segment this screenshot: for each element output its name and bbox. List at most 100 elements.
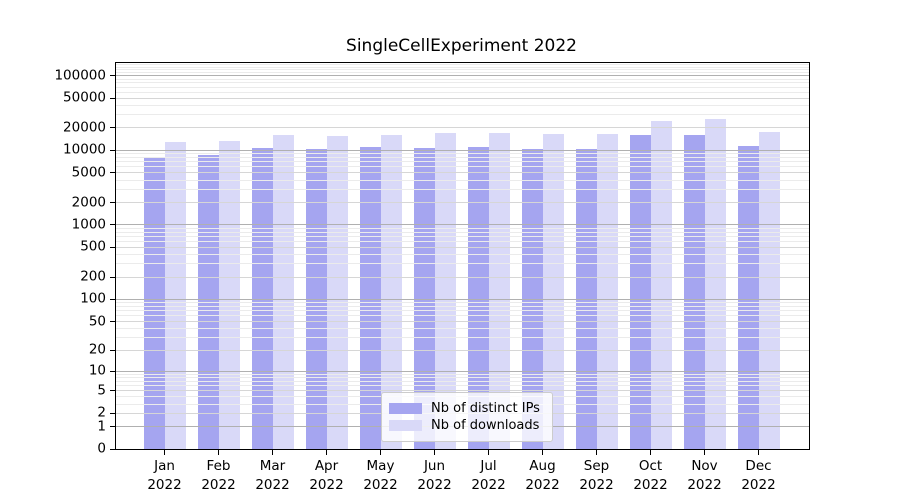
legend-label-downloads: Nb of downloads <box>431 418 540 433</box>
y-gridline-minor <box>116 385 809 387</box>
y-gridline <box>116 349 809 351</box>
bar-distinct-ips <box>629 135 651 449</box>
x-axis-tick-label: May 2022 <box>363 458 398 493</box>
y-gridline-minor <box>116 161 809 163</box>
y-gridline-minor <box>116 381 809 383</box>
y-gridline-minor <box>116 231 809 233</box>
x-tick-mark <box>758 450 759 455</box>
y-gridline-minor <box>116 263 809 265</box>
y-gridline <box>116 97 809 99</box>
y-tick-mark <box>110 246 115 248</box>
y-tick-mark <box>110 298 115 300</box>
x-tick-mark <box>596 450 597 455</box>
y-gridline-minor <box>116 179 809 181</box>
y-tick-mark <box>110 390 115 392</box>
y-tick-mark <box>110 224 115 226</box>
legend-item-distinct-ips: Nb of distinct IPs <box>389 401 540 416</box>
y-tick-mark <box>110 426 115 428</box>
legend-swatch-distinct-ips <box>389 403 422 414</box>
grid-layer <box>116 63 809 449</box>
bar-distinct-ips <box>737 146 759 449</box>
x-tick-mark <box>218 450 219 455</box>
y-axis-tick-label: 200 <box>80 268 106 285</box>
y-axis-tick-label: 50 <box>88 312 106 329</box>
bar-downloads <box>326 135 348 449</box>
y-gridline-minor <box>116 69 809 71</box>
bar-downloads <box>218 140 240 449</box>
y-gridline-minor <box>116 82 809 84</box>
y-axis-tick-label: 20000 <box>63 119 106 136</box>
y-gridline-minor <box>116 153 809 155</box>
y-gridline-minor <box>116 315 809 317</box>
y-axis-tick-label: 50000 <box>63 89 106 106</box>
y-gridline-minor <box>116 377 809 379</box>
bar-downloads <box>272 134 294 449</box>
x-tick-mark <box>380 450 381 455</box>
y-axis-tick-label: 100000 <box>54 66 106 83</box>
y-axis-tick-label: 0 <box>97 440 106 457</box>
x-tick-mark <box>704 450 705 455</box>
y-gridline-minor <box>116 227 809 229</box>
y-gridline <box>116 370 809 372</box>
y-gridline-minor <box>116 241 809 243</box>
y-tick-mark <box>110 172 115 174</box>
x-axis-tick-label: Nov 2022 <box>687 458 722 493</box>
y-tick-mark <box>110 276 115 278</box>
x-axis-tick-label: Feb 2022 <box>201 458 236 493</box>
y-gridline-minor <box>116 78 809 80</box>
y-gridline-minor <box>116 254 809 256</box>
bar-downloads <box>380 134 402 449</box>
legend-swatch-downloads <box>389 420 422 431</box>
y-gridline <box>116 149 809 151</box>
y-gridline-minor <box>116 157 809 159</box>
y-axis-tick-label: 2000 <box>71 193 106 210</box>
y-gridline <box>116 75 809 77</box>
y-tick-mark <box>110 202 115 204</box>
bar-distinct-ips <box>683 135 705 449</box>
x-axis-tick-label: Dec 2022 <box>741 458 776 493</box>
bar-downloads <box>488 132 510 449</box>
y-gridline-minor <box>116 328 809 330</box>
y-axis-tick-label: 1000 <box>71 216 106 233</box>
y-tick-mark <box>110 448 115 450</box>
y-gridline-minor <box>116 72 809 74</box>
x-tick-mark <box>272 450 273 455</box>
y-tick-mark <box>110 127 115 129</box>
y-axis-tick-label: 10 <box>88 362 106 379</box>
y-gridline <box>116 172 809 174</box>
y-gridline-minor <box>116 188 809 190</box>
y-gridline <box>116 298 809 300</box>
y-tick-mark <box>110 349 115 351</box>
chart-title: SingleCellExperiment 2022 <box>346 36 577 56</box>
y-gridline <box>116 390 809 392</box>
bar-distinct-ips <box>467 146 489 449</box>
y-axis-tick-label: 1 <box>97 417 106 434</box>
y-gridline <box>116 321 809 323</box>
x-axis-tick-label: Aug 2022 <box>525 458 560 493</box>
x-axis-tick-label: Oct 2022 <box>633 458 668 493</box>
x-axis-tick-label: Jun 2022 <box>417 458 452 493</box>
bar-distinct-ips <box>251 148 273 449</box>
x-tick-mark <box>326 450 327 455</box>
y-gridline <box>116 224 809 226</box>
y-gridline-minor <box>116 66 809 68</box>
legend-label-distinct-ips: Nb of distinct IPs <box>431 401 540 416</box>
y-tick-mark <box>110 149 115 151</box>
x-tick-mark <box>542 450 543 455</box>
x-tick-mark <box>164 450 165 455</box>
y-gridline <box>116 127 809 129</box>
x-tick-mark <box>434 450 435 455</box>
y-gridline-minor <box>116 86 809 88</box>
x-axis-tick-label: Sep 2022 <box>579 458 614 493</box>
x-axis-tick-label: Apr 2022 <box>309 458 344 493</box>
y-axis-tick-label: 5 <box>97 382 106 399</box>
y-axis-tick-label: 100 <box>80 290 106 307</box>
y-gridline-minor <box>116 114 809 116</box>
x-tick-mark <box>488 450 489 455</box>
y-gridline-minor <box>116 373 809 375</box>
y-gridline <box>116 276 809 278</box>
y-axis-tick-label: 20 <box>88 341 106 358</box>
y-gridline-minor <box>116 166 809 168</box>
